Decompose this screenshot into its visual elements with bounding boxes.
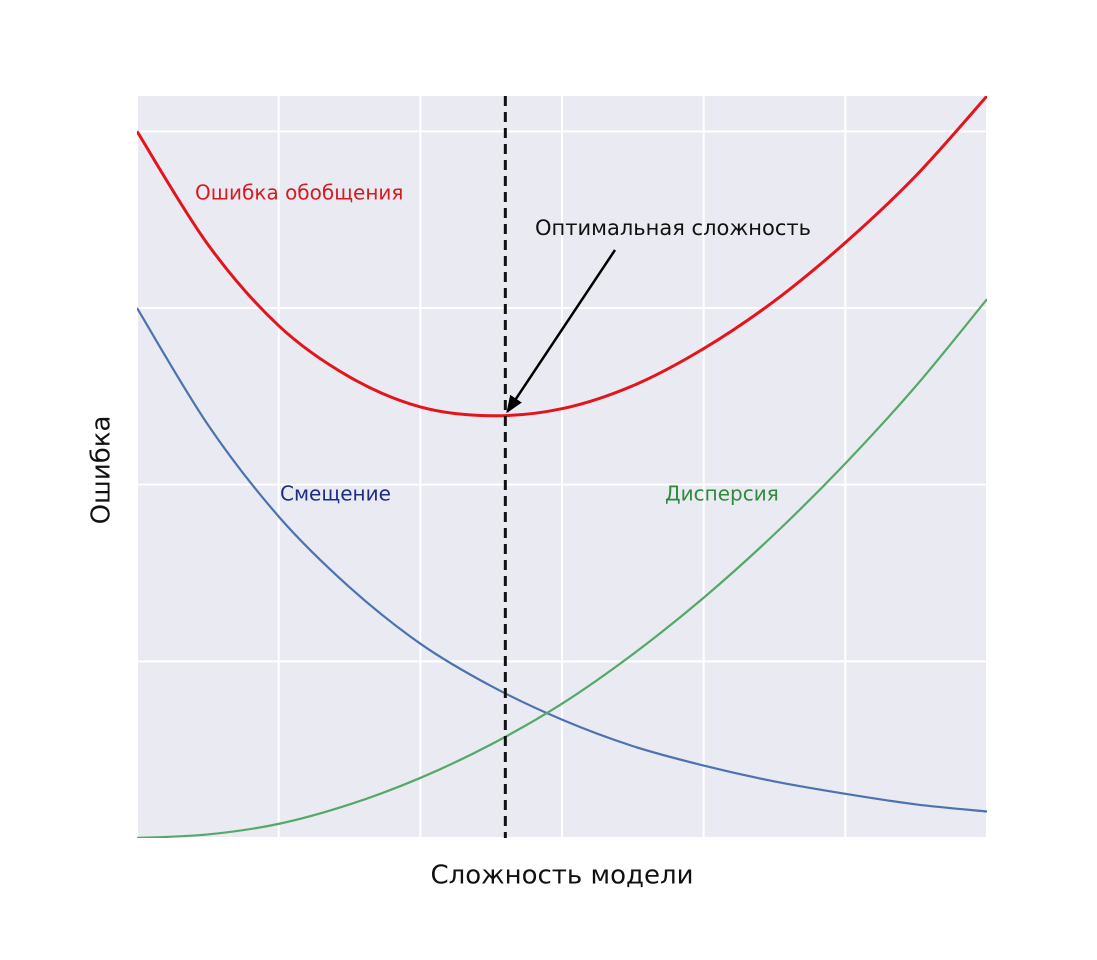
annotation-arrow [506, 249, 617, 414]
x-axis-label: Сложность модели [430, 861, 693, 891]
line-series [137, 307, 987, 813]
series-label: Ошибка обобщения [195, 181, 403, 205]
series-label: Смещение [280, 482, 391, 506]
line-series [137, 96, 987, 418]
line-series [137, 298, 987, 838]
annotation: Оптимальная сложность [535, 216, 811, 240]
y-axis-label: Ошибка [87, 416, 117, 525]
series-label: Дисперсия [665, 482, 779, 506]
